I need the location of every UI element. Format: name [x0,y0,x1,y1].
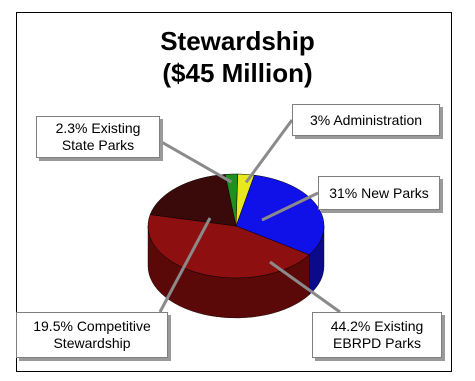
callout-competitive-stewardship: 19.5% Competitive Stewardship [16,312,168,358]
leader-line-1 [269,260,341,314]
callout-label-existing-ebrpd-parks: 44.2% Existing EBRPD Parks [330,318,424,351]
callout-label-administration: 3% Administration [309,111,423,128]
callout-label-new-parks: 31% New Parks [329,184,429,201]
callout-label-existing-state-parks: 2.3% Existing State Parks [55,120,141,153]
chart-title: Stewardship [160,26,315,56]
pie-slice-1 [147,214,310,279]
callout-existing-ebrpd-parks: 44.2% Existing EBRPD Parks [312,312,442,358]
chart-subtitle: ($45 Million) [162,58,313,88]
callout-new-parks: 31% New Parks [318,176,440,210]
leader-line-2 [158,217,212,313]
pie-slice-0 [235,174,325,256]
pie-slice-4 [235,173,255,227]
leader-line-0 [261,191,319,222]
callout-label-competitive-stewardship: 19.5% Competitive Stewardship [33,318,151,351]
leader-line-4 [244,119,294,184]
leader-line-3 [157,138,233,184]
callout-existing-state-parks: 2.3% Existing State Parks [36,116,160,158]
callout-administration: 3% Administration [292,104,440,136]
